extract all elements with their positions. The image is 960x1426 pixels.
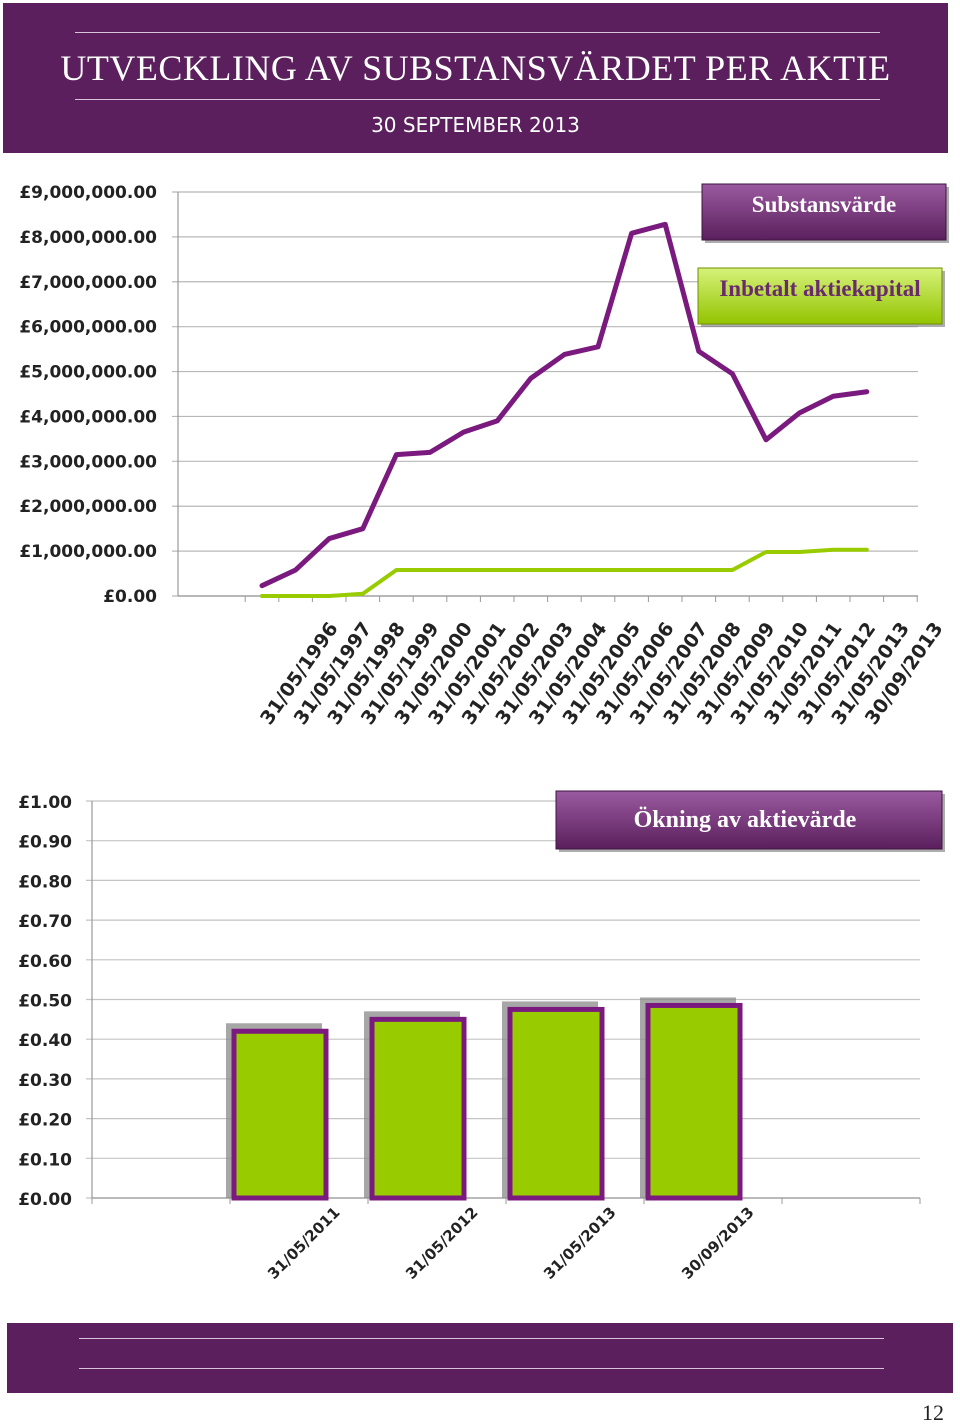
y-tick-label: £6,000,000.00 — [19, 318, 157, 338]
data-point — [798, 411, 802, 415]
data-point — [630, 568, 634, 572]
x-tick-label: 31/05/2013 — [540, 1203, 620, 1283]
footer-banner — [7, 1323, 953, 1393]
y-tick-label: £1.00 — [18, 793, 72, 813]
data-point — [361, 527, 365, 531]
data-point — [764, 438, 768, 442]
footer-top-rule — [79, 1338, 884, 1339]
data-point — [495, 419, 499, 423]
data-point — [529, 376, 533, 380]
bar-chart: £0.00 £0.10 £0.20 £0.30 £0.40 £0.50 £0.60 £0.70… — [18, 790, 945, 1283]
series-line-2 — [260, 547, 869, 598]
legend-box — [555, 790, 943, 850]
legend-label: Inbetalt aktiekapital — [719, 276, 920, 301]
data-point — [260, 584, 264, 588]
data-point — [831, 548, 835, 552]
y-tick-label: £0.40 — [18, 1031, 72, 1051]
data-point — [697, 568, 701, 572]
y-tick-label: £2,000,000.00 — [19, 497, 157, 517]
data-point — [428, 568, 432, 572]
data-point — [730, 372, 734, 376]
y-tick-label: £0.00 — [18, 1190, 72, 1210]
data-point — [562, 568, 566, 572]
y-tick-label: £4,000,000.00 — [19, 407, 157, 427]
bar — [369, 1016, 467, 1201]
data-point — [865, 548, 869, 552]
x-tick-label: 31/05/2011 — [264, 1203, 344, 1283]
y-tick-label: £3,000,000.00 — [19, 452, 157, 472]
x-tick-label: 31/05/2012 — [402, 1203, 482, 1283]
data-point — [831, 394, 835, 398]
bar — [645, 1002, 743, 1201]
page-number: 12 — [922, 1400, 944, 1425]
y-tick-label: £1,000,000.00 — [19, 542, 157, 562]
data-point — [294, 568, 298, 572]
data-point — [462, 430, 466, 434]
data-point — [294, 594, 298, 598]
data-point — [394, 453, 398, 457]
data-point — [865, 390, 869, 394]
bar — [507, 1006, 605, 1201]
y-tick-label: £0.20 — [18, 1111, 72, 1131]
y-tick-label: £9,000,000.00 — [19, 183, 157, 203]
y-tick-label: £0.50 — [18, 992, 72, 1012]
data-point — [697, 349, 701, 353]
data-point — [798, 550, 802, 554]
data-point — [361, 592, 365, 596]
data-point — [730, 568, 734, 572]
page-subtitle: 30 SEPTEMBER 2013 — [371, 113, 580, 137]
header-banner: UTVECKLING AV SUBSTANSVÄRDET PER AKTIE 3… — [3, 3, 948, 153]
data-point — [495, 568, 499, 572]
data-point — [327, 594, 331, 598]
y-tick-label: £0.90 — [18, 833, 72, 853]
data-point — [764, 550, 768, 554]
data-point — [596, 345, 600, 349]
x-tick-label: 30/09/2013 — [678, 1203, 758, 1283]
data-point — [462, 568, 466, 572]
legend-box — [697, 267, 943, 325]
y-tick-label: £0.00 — [103, 587, 157, 607]
legend-box — [701, 183, 947, 241]
y-tick-label: £0.10 — [18, 1150, 72, 1170]
y-tick-label: £5,000,000.00 — [19, 363, 157, 383]
y-tick-label: £7,000,000.00 — [19, 273, 157, 293]
data-point — [529, 568, 533, 572]
line-chart: £0.00 £1,000,000.00 £2,000,000.00 £3,000,00… — [19, 183, 949, 729]
y-tick-label: £0.80 — [18, 872, 72, 892]
data-point — [394, 568, 398, 572]
y-tick-label: £0.70 — [18, 912, 72, 932]
data-point — [260, 594, 264, 598]
y-tick-label: £0.60 — [18, 952, 72, 972]
header-bottom-rule — [75, 99, 880, 100]
y-tick-label: £8,000,000.00 — [19, 228, 157, 248]
data-point — [630, 231, 634, 235]
data-point — [562, 352, 566, 356]
bar — [231, 1028, 329, 1201]
data-point — [327, 537, 331, 541]
y-tick-label: £0.30 — [18, 1071, 72, 1091]
header-top-rule — [75, 32, 880, 33]
legend-label: Ökning av aktievärde — [634, 807, 857, 833]
data-point — [663, 222, 667, 226]
page-title: UTVECKLING AV SUBSTANSVÄRDET PER AKTIE — [60, 48, 891, 88]
data-point — [428, 450, 432, 454]
legend-label: Substansvärde — [752, 192, 896, 217]
data-point — [663, 568, 667, 572]
data-point — [596, 568, 600, 572]
footer-bottom-rule — [79, 1368, 884, 1369]
